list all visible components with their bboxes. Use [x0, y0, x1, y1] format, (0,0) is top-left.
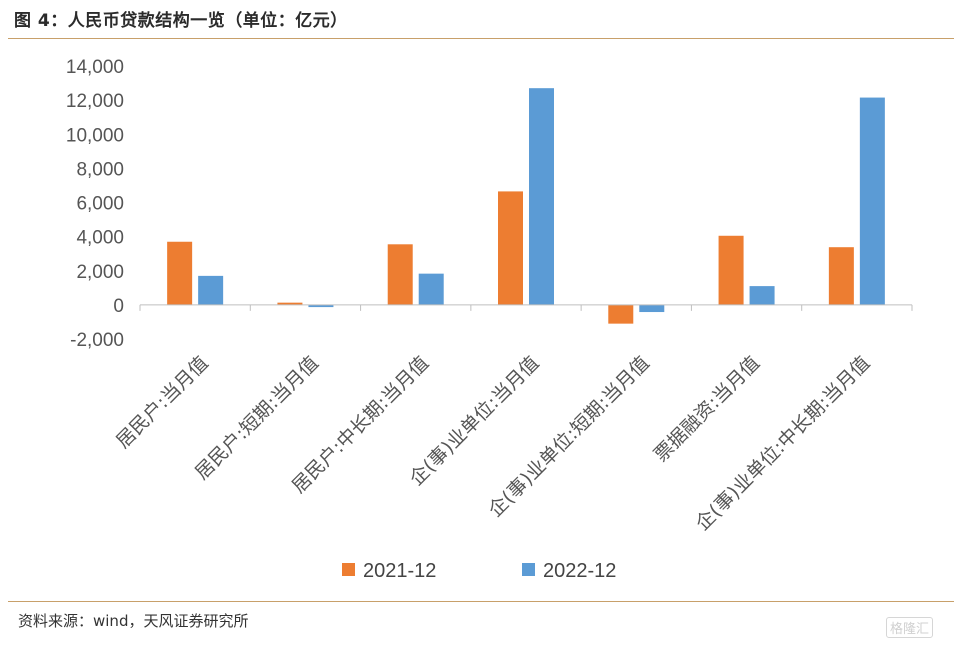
y-tick-label: 0 — [113, 296, 124, 317]
bars — [167, 88, 885, 324]
y-tick-label: 6,000 — [76, 194, 124, 215]
y-tick-label: 12,000 — [66, 91, 124, 112]
x-axis — [139, 304, 913, 311]
bar-2022-12 — [198, 275, 224, 305]
bar-2021-12 — [387, 244, 413, 305]
watermark-logo: 格隆汇 — [886, 617, 934, 638]
bar-chart: -2,000 0 2,000 4,000 6,000 8,000 10,000 12,000 1… — [66, 57, 913, 582]
bottom-divider — [8, 601, 954, 602]
legend: 2021-12 2022-12 — [342, 560, 616, 582]
bar-2021-12 — [167, 241, 193, 305]
chart-title: 图 4：人民币贷款结构一览（单位：亿元） — [14, 11, 348, 31]
x-tick-label: 居民户:当月值 — [112, 352, 213, 453]
x-tick-label: 居民户:短期:当月值 — [191, 352, 323, 484]
x-tick-label: 票据融资:当月值 — [650, 352, 764, 466]
source-note: 资料来源：wind，天风证券研究所 — [18, 612, 249, 630]
y-tick-label: 14,000 — [66, 57, 124, 78]
y-tick-label: 8,000 — [76, 159, 124, 180]
bar-2022-12 — [308, 304, 334, 308]
y-tick-label: 10,000 — [66, 125, 124, 146]
bar-2022-12 — [418, 273, 444, 305]
x-tick-label: 企(事)业单位:中长期:当月值 — [692, 352, 875, 535]
legend-label: 2021-12 — [363, 560, 436, 582]
bar-2022-12 — [749, 286, 775, 305]
y-tick-label: 2,000 — [76, 262, 124, 283]
bar-2021-12 — [608, 304, 634, 324]
y-tick-label: 4,000 — [76, 228, 124, 249]
x-axis-tick-labels: 居民户:当月值居民户:短期:当月值居民户:中长期:当月值企(事)业单位:当月值企… — [112, 352, 874, 535]
top-divider — [8, 38, 954, 39]
bar-2021-12 — [828, 247, 854, 305]
bar-2021-12 — [498, 191, 523, 305]
legend-swatch-2022-12 — [522, 563, 535, 576]
legend-label: 2022-12 — [543, 560, 616, 582]
bar-2022-12 — [529, 88, 554, 305]
bar-2021-12 — [277, 302, 303, 305]
y-axis-tick-labels: -2,000 0 2,000 4,000 6,000 8,000 10,000 12,000 1… — [66, 57, 124, 351]
bar-2022-12 — [859, 97, 885, 305]
bar-2022-12 — [639, 304, 665, 313]
legend-swatch-2021-12 — [342, 563, 355, 576]
y-tick-label: -2,000 — [70, 330, 124, 351]
bar-2021-12 — [718, 235, 744, 305]
